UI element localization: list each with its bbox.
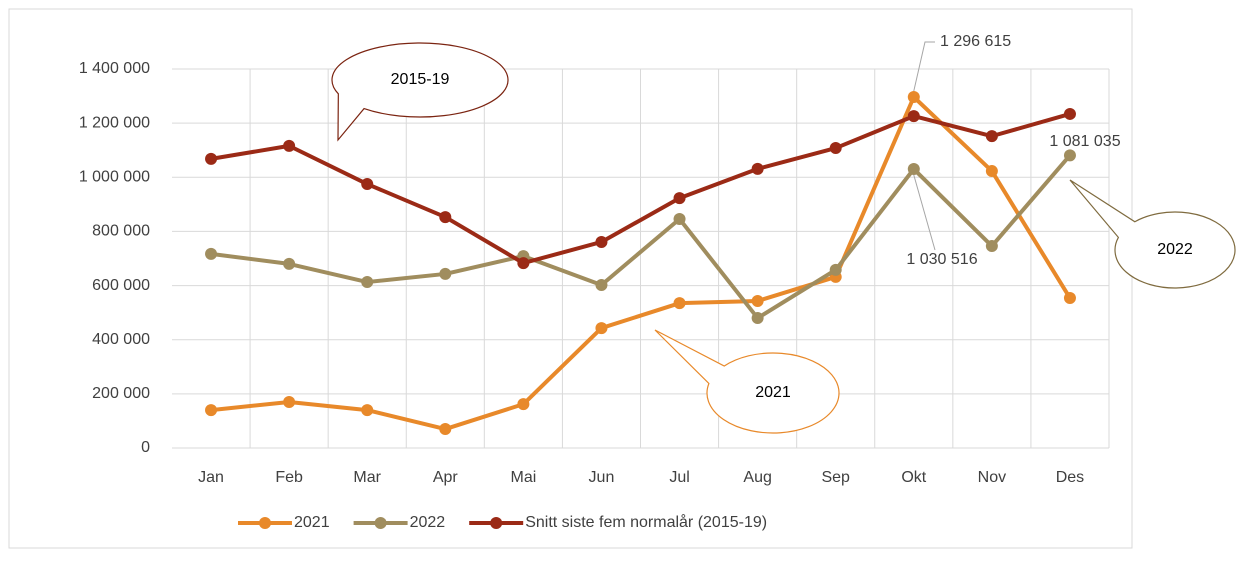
series-line	[210, 112, 1071, 266]
data-point	[439, 267, 452, 280]
x-tick-label: Apr	[433, 469, 459, 486]
callout-text: 2015-19	[391, 71, 450, 88]
data-point	[205, 152, 218, 165]
legend-marker	[259, 517, 271, 529]
callout-text: 2022	[1157, 241, 1193, 258]
callout-text: 2021	[755, 384, 791, 401]
data-point	[595, 235, 608, 248]
x-tick-label: Jan	[198, 469, 224, 486]
series-line	[210, 154, 1072, 321]
x-tick-label: Mai	[510, 469, 536, 486]
data-point	[595, 322, 608, 335]
chart-frame	[8, 8, 1133, 549]
y-tick-label: 800 000	[92, 223, 150, 240]
data-point	[673, 212, 686, 225]
x-tick-label: Des	[1056, 469, 1084, 486]
y-tick-label: 1 000 000	[79, 169, 150, 186]
data-label: 1 081 035	[1049, 133, 1120, 150]
data-point	[439, 423, 452, 436]
callout-bubble	[1069, 179, 1236, 289]
y-tick-label: 200 000	[92, 385, 150, 402]
legend-label: 2021	[294, 514, 330, 531]
callout-bubble	[331, 42, 509, 142]
data-point	[985, 130, 998, 143]
series-line	[210, 94, 1072, 432]
data-point	[517, 257, 530, 270]
label-leader	[913, 174, 936, 251]
data-point	[751, 162, 764, 175]
data-point	[907, 110, 920, 123]
x-tick-label: Sep	[821, 469, 850, 486]
x-tick-label: Jul	[669, 469, 689, 486]
y-tick-label: 0	[141, 439, 150, 456]
data-point	[205, 404, 218, 417]
data-point	[673, 297, 686, 310]
y-tick-label: 1 400 000	[79, 60, 150, 77]
data-point	[907, 90, 920, 103]
data-point	[283, 395, 296, 408]
data-point	[283, 257, 296, 270]
data-point	[751, 295, 764, 308]
data-point	[361, 178, 374, 191]
data-point	[205, 247, 218, 260]
callout-bubble	[654, 329, 840, 434]
data-point	[985, 240, 998, 253]
legend-marker	[374, 517, 387, 529]
data-point	[595, 279, 608, 292]
x-tick-label: Feb	[275, 469, 303, 486]
data-label: 1 030 516	[906, 251, 977, 268]
x-tick-label: Aug	[743, 469, 771, 486]
data-point	[673, 192, 686, 205]
y-tick-label: 1 200 000	[79, 114, 150, 131]
data-point	[1063, 149, 1076, 162]
data-point	[829, 142, 842, 155]
x-tick-label: Jun	[589, 469, 615, 486]
data-point	[1063, 292, 1076, 305]
data-point	[751, 312, 764, 325]
data-point	[985, 165, 998, 178]
legend-label: Snitt siste fem normalår (2015-19)	[525, 513, 767, 531]
data-point	[283, 139, 296, 152]
data-label: 1 296 615	[940, 33, 1011, 50]
data-point	[361, 404, 374, 417]
legend-label: 2022	[410, 514, 446, 531]
data-point	[439, 211, 452, 224]
data-point	[907, 163, 920, 176]
label-leader	[913, 41, 935, 92]
x-tick-label: Mar	[353, 469, 381, 486]
x-tick-label: Okt	[901, 469, 926, 486]
data-point	[1063, 107, 1076, 120]
x-tick-label: Nov	[978, 469, 1006, 486]
y-tick-label: 400 000	[92, 331, 150, 348]
data-point	[517, 398, 530, 411]
legend-marker	[490, 517, 503, 529]
y-tick-label: 600 000	[92, 277, 150, 294]
data-point	[361, 276, 374, 289]
data-point	[829, 263, 842, 276]
